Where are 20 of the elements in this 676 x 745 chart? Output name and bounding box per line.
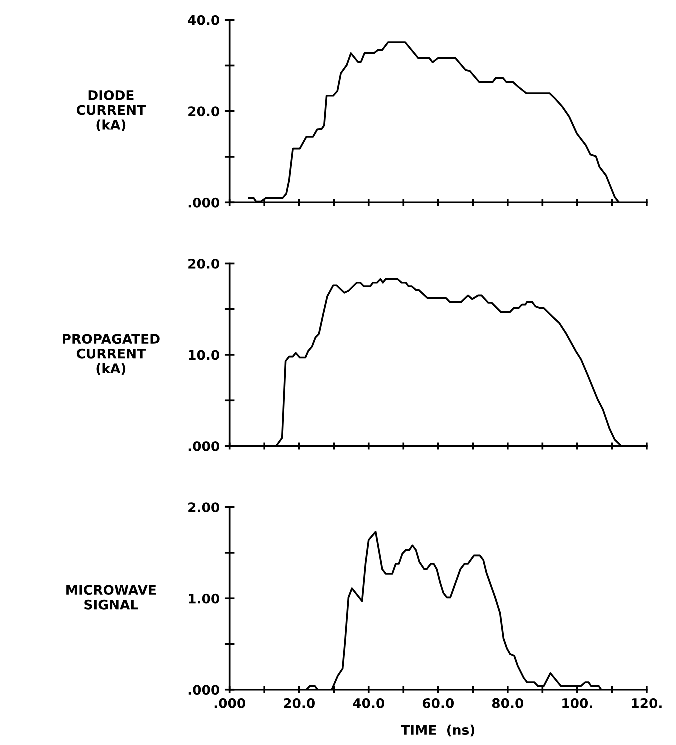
x-tick-label: 100. [562, 698, 592, 708]
y-axis-title: MICROWAVE SIGNAL [66, 585, 156, 610]
y-tick-label: 10.0 [189, 350, 220, 360]
y-tick-label: 40.0 [188, 15, 220, 26]
x-tick-label: 120. [632, 698, 662, 708]
x-tick-label: 40.0 [353, 698, 385, 708]
y-tick-label: .000 [188, 198, 220, 208]
x-tick-label: 60.0 [422, 698, 454, 708]
y-tick-label: .000 [188, 441, 220, 452]
y-axis-title: PROPAGATED CURRENT (kA) [63, 334, 160, 376]
y-axis-title: DIODE CURRENT (kA) [76, 90, 146, 132]
x-tick-label: .000 [214, 698, 246, 708]
y-tick-label: 2.00 [188, 502, 220, 513]
y-tick-label: .000 [188, 685, 220, 696]
y-tick-label: 20.0 [188, 106, 220, 117]
x-tick-label: 80.0 [492, 698, 524, 708]
x-axis-title: TIME (ns) [401, 724, 475, 737]
y-tick-label: 20.0 [188, 258, 220, 269]
y-tick-label: 1.00 [189, 594, 220, 604]
x-tick-label: 20.0 [284, 698, 315, 708]
